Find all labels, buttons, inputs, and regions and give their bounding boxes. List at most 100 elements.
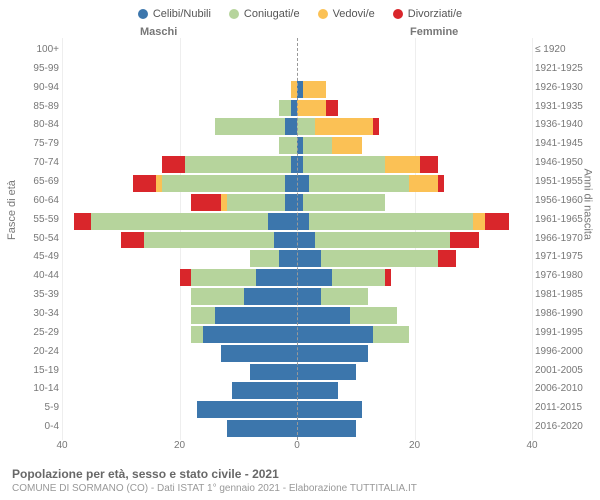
bar-segment [438,175,444,192]
bar-segment [297,213,309,230]
birth-label: 1976-1980 [535,270,590,281]
birth-label: 1951-1955 [535,176,590,187]
male-bar [250,250,297,267]
female-bar [297,250,456,267]
bar-segment [303,194,385,211]
bar-segment [385,156,420,173]
birth-label: 1971-1975 [535,251,590,262]
birth-label: 2001-2005 [535,365,590,376]
bar-segment [268,213,297,230]
legend: Celibi/NubiliConiugati/eVedovi/eDivorzia… [0,0,600,22]
female-bar [297,269,391,286]
bar-segment [274,232,298,249]
bar-segment [297,250,321,267]
bar-segment [309,213,474,230]
bar-segment [332,269,385,286]
male-bar [215,118,297,135]
female-bar [297,213,509,230]
age-label: 0-4 [4,421,59,432]
bar-segment [250,364,297,381]
birth-label: 2006-2010 [535,383,590,394]
birth-label: 1966-1970 [535,233,590,244]
bar-segment [409,175,438,192]
chart-subtitle: COMUNE DI SORMANO (CO) - Dati ISTAT 1° g… [12,483,588,494]
male-bar [191,307,297,324]
bar-segment [420,156,438,173]
male-bar [180,269,298,286]
age-label: 45-49 [4,251,59,262]
male-bar [121,232,297,249]
birth-label: 2016-2020 [535,421,590,432]
male-bar [191,194,297,211]
bar-segment [91,213,267,230]
bar-segment [191,326,203,343]
birth-label: 1946-1950 [535,157,590,168]
age-label: 70-74 [4,157,59,168]
female-bar [297,175,444,192]
x-tick: 20 [174,440,185,451]
age-label: 75-79 [4,138,59,149]
x-tick: 40 [56,440,67,451]
female-bar [297,288,368,305]
label-female: Femmine [410,26,458,38]
bar-segment [162,156,186,173]
male-bar [232,382,297,399]
age-label: 40-44 [4,270,59,281]
male-bar [250,364,297,381]
x-tick: 40 [526,440,537,451]
bar-segment [297,175,309,192]
female-bar [297,326,409,343]
female-bar [297,194,385,211]
bar-segment [279,100,291,117]
male-bar [279,100,297,117]
birth-label: ≤ 1920 [535,44,590,55]
age-label: 25-29 [4,327,59,338]
age-label: 10-14 [4,383,59,394]
bar-segment [450,232,479,249]
age-label: 100+ [4,44,59,55]
bar-segment [191,288,244,305]
legend-swatch [318,9,328,19]
bar-segment [244,288,297,305]
bar-segment [191,194,220,211]
male-bar [191,326,297,343]
bar-segment [180,269,192,286]
bar-segment [285,118,297,135]
birth-label: 1986-1990 [535,308,590,319]
x-tick: 0 [294,440,300,451]
legend-label: Celibi/Nubili [153,8,211,20]
male-bar [162,156,297,173]
birth-label: 1921-1925 [535,63,590,74]
male-bar [221,345,297,362]
female-bar [297,345,368,362]
bar-segment [297,401,362,418]
legend-item: Celibi/Nubili [138,8,211,20]
bar-segment [297,100,326,117]
bar-segment [473,213,485,230]
bar-segment [385,269,391,286]
legend-item: Coniugati/e [229,8,300,20]
bar-segment [285,175,297,192]
bar-segment [185,156,291,173]
legend-label: Coniugati/e [244,8,300,20]
bar-segment [303,156,385,173]
bar-segment [121,232,145,249]
bar-segment [250,250,279,267]
bar-segment [191,269,256,286]
male-bar [133,175,298,192]
y-axis-left-title: Fasce di età [6,180,18,240]
male-bar [227,420,298,437]
age-label: 90-94 [4,82,59,93]
age-label: 5-9 [4,402,59,413]
birth-label: 1996-2000 [535,346,590,357]
age-label: 35-39 [4,289,59,300]
age-label: 85-89 [4,101,59,112]
age-label: 95-99 [4,63,59,74]
bar-segment [279,137,297,154]
bar-segment [297,420,356,437]
bar-segment [203,326,297,343]
birth-label: 1941-1945 [535,138,590,149]
male-bar [197,401,297,418]
female-bar [297,156,438,173]
female-bar [297,118,379,135]
